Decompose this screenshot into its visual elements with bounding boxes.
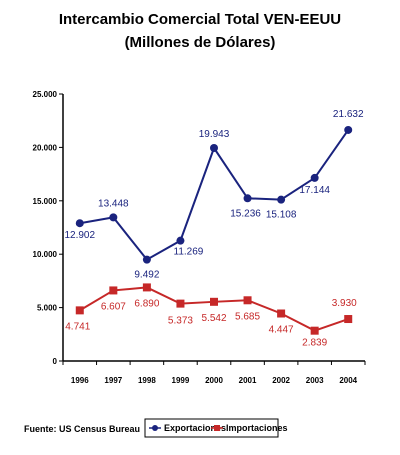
legend-marker-exportaciones <box>152 425 158 431</box>
point-exportaciones <box>176 236 185 245</box>
data-label-exportaciones: 9.492 <box>134 270 159 281</box>
point-exportaciones <box>210 144 218 153</box>
point-importaciones <box>210 297 218 306</box>
point-exportaciones <box>75 219 84 228</box>
x-tick-label: 1997 <box>104 376 122 385</box>
data-label-importaciones: 6.890 <box>134 298 159 309</box>
source-note: Fuente: US Census Bureau <box>24 424 140 434</box>
x-tick-label: 1999 <box>172 376 190 385</box>
data-label-exportaciones: 17.144 <box>299 185 330 196</box>
point-importaciones <box>344 315 353 324</box>
chart-title: Intercambio Comercial Total VEN-EEUU <box>59 11 341 28</box>
x-tick-label: 2003 <box>306 376 324 385</box>
point-importaciones <box>310 326 319 335</box>
y-tick-label: 25.000 <box>33 90 58 99</box>
y-tick-label: 20.000 <box>33 143 58 152</box>
data-label-importaciones: 5.685 <box>235 311 260 322</box>
point-exportaciones <box>142 255 151 264</box>
x-tick-label: 2004 <box>339 376 357 385</box>
data-label-importaciones: 5.542 <box>201 313 226 324</box>
y-tick-label: 5.000 <box>37 304 58 313</box>
y-tick-label: 10.000 <box>33 250 58 259</box>
data-label-exportaciones: 15.236 <box>230 208 261 219</box>
legend-marker-importaciones <box>214 425 220 431</box>
point-importaciones <box>142 283 151 292</box>
y-tick-label: 15.000 <box>33 197 58 206</box>
data-label-exportaciones: 15.108 <box>266 210 297 221</box>
point-exportaciones <box>277 195 286 204</box>
data-label-importaciones: 3.930 <box>332 298 357 309</box>
data-label-exportaciones: 13.448 <box>98 198 129 209</box>
data-label-importaciones: 2.839 <box>302 338 327 349</box>
x-tick-label: 2001 <box>239 376 257 385</box>
data-label-importaciones: 5.373 <box>168 316 193 327</box>
legend: Exportaciones Importaciones <box>144 418 288 438</box>
x-tick-label: 1998 <box>138 376 156 385</box>
data-label-importaciones: 4.447 <box>269 325 294 336</box>
point-exportaciones <box>109 213 118 222</box>
chart-subtitle: (Millones de Dólares) <box>125 34 276 51</box>
x-tick-label: 2000 <box>205 376 223 385</box>
x-tick-label: 2002 <box>272 376 290 385</box>
point-importaciones <box>75 306 84 315</box>
point-exportaciones <box>243 194 252 203</box>
legend-label-importaciones: Importaciones <box>226 423 288 433</box>
point-exportaciones <box>310 173 319 182</box>
axes: 0 5.000 10.000 15.000 20.000 25.000 1996 1997 19… <box>33 90 366 385</box>
point-importaciones <box>176 299 185 308</box>
point-exportaciones <box>344 125 353 134</box>
x-tick-label: 1996 <box>71 376 89 385</box>
point-importaciones <box>277 309 286 318</box>
point-importaciones <box>109 286 118 295</box>
data-label-importaciones: 4.741 <box>65 321 90 332</box>
data-label-exportaciones: 11.269 <box>174 247 204 258</box>
series-layer: 12.902 13.448 9.492 11.269 19.943 15.236 15.10… <box>64 109 363 349</box>
data-label-exportaciones: 21.632 <box>333 109 364 120</box>
legend-label-exportaciones: Exportaciones <box>164 423 226 433</box>
data-label-exportaciones: 12.902 <box>64 230 95 241</box>
point-importaciones <box>243 296 252 305</box>
y-tick-label: 0 <box>53 357 58 366</box>
data-label-importaciones: 6.607 <box>101 301 126 312</box>
data-label-exportaciones: 19.943 <box>199 129 230 140</box>
